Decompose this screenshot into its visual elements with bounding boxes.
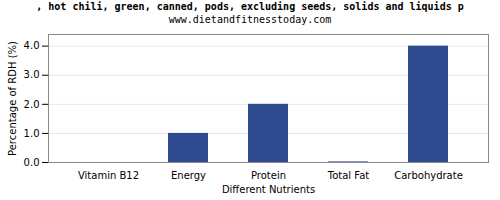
svg-text:Different Nutrients: Different Nutrients bbox=[222, 184, 315, 195]
svg-text:Protein: Protein bbox=[251, 170, 286, 181]
svg-text:2.0: 2.0 bbox=[24, 99, 40, 110]
svg-text:Carbohydrate: Carbohydrate bbox=[394, 170, 463, 181]
svg-text:Vitamin B12: Vitamin B12 bbox=[78, 170, 139, 181]
html-text:, hot chili, green, canned, po: , hot chili, green, canned, pods, exclud… bbox=[36, 1, 464, 12]
svg-text:Total Fat: Total Fat bbox=[327, 170, 369, 181]
svg-text:3.0: 3.0 bbox=[24, 69, 40, 80]
html-text:www.dietandfitnesstoday.com: www.dietandfitnesstoday.com bbox=[168, 14, 332, 25]
svg-text:Energy: Energy bbox=[171, 170, 206, 181]
svg-text:4.0: 4.0 bbox=[24, 40, 40, 51]
svg-text:Percentage of RDH (%): Percentage of RDH (%) bbox=[7, 41, 18, 156]
svg-text:0.0: 0.0 bbox=[24, 157, 40, 168]
svg-text:1.0: 1.0 bbox=[24, 128, 40, 139]
